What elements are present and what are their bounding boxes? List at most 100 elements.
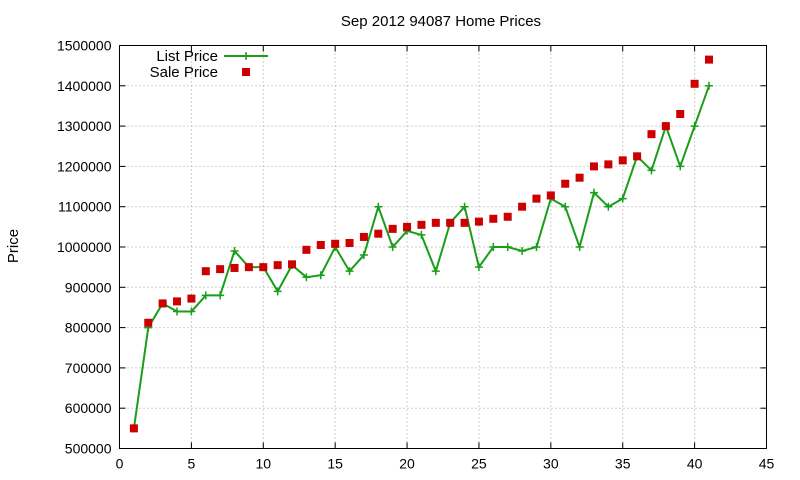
list-price-line [132,85,710,429]
sale-price-point [604,160,613,169]
x-tick-label: 20 [399,456,415,472]
x-tick-label: 15 [327,456,343,472]
sale-price-point [503,212,512,221]
list-price-point [359,251,368,260]
sale-price-point [431,218,440,227]
y-tick-label: 1100000 [58,199,112,215]
sale-price-point [518,202,527,211]
sale-price-point [532,194,541,203]
list-price-point [561,202,570,211]
list-price-point [676,162,685,171]
y-tick-label: 1400000 [57,78,112,94]
sale-price-point [273,261,282,270]
list-price-point [690,122,699,131]
sale-price-point [417,220,426,229]
list-price-point [302,273,311,282]
sale-price-point [331,239,340,248]
sale-price-point [704,55,713,64]
y-tick-label: 1300000 [57,118,112,134]
sale-price-point [216,265,225,274]
sale-price-point [230,263,239,272]
list-price-point [518,247,527,256]
list-price-point [201,291,210,300]
list-price-point [374,202,383,211]
x-tick-label: 25 [471,456,487,472]
series-list-price [129,81,713,433]
sale-price-point [403,222,412,231]
y-tick-label: 800000 [65,320,112,336]
x-tick-label: 0 [116,456,124,472]
list-price-point [489,243,498,251]
y-tick-label: 500000 [65,441,112,457]
sale-price-point [647,130,656,139]
plot-frame [119,45,767,449]
sale-price-point [676,110,685,119]
sale-price-point [201,267,210,276]
series-sale-price [129,55,713,433]
sale-price-point [316,240,325,249]
list-price-point [417,230,426,239]
list-price-point [532,243,541,251]
x-tick-label: 45 [759,456,775,472]
sale-price-point [460,218,469,227]
list-price-point [604,202,613,211]
sale-price-point [474,217,483,226]
list-price-point [173,307,182,316]
sale-price-point [589,162,598,171]
sale-price-point [288,260,297,269]
sale-price-point [359,232,368,241]
x-tick-label: 40 [687,456,703,472]
list-price-point [187,307,196,316]
sale-price-point [345,238,354,247]
list-price-point [575,243,584,251]
sale-price-point [158,299,167,308]
sale-price-point [259,263,268,272]
sale-price-point [374,229,383,238]
sale-price-point [661,122,670,131]
list-price-point [345,267,354,276]
sale-price-point [546,191,555,200]
sale-price-point [144,318,153,327]
sale-price-point [446,218,455,227]
chart-title: Sep 2012 94087 Home Prices [341,13,541,30]
list-price-point [388,243,397,251]
y-tick-label: 700000 [65,360,112,376]
sale-price-point [575,173,584,182]
axes: 0 5 10 15 20 25 30 35 40 45 500000 600000 700000 8000… [57,38,775,472]
legend-swatch-sale-price [242,68,250,76]
sale-price-point [129,424,138,433]
list-price-point [273,287,282,296]
list-price-point [474,263,483,272]
y-tick-label: 600000 [65,400,112,416]
y-axis-label: Price [5,229,22,263]
list-price-point [503,243,512,251]
sale-price-point [302,245,311,254]
list-price-point [704,81,713,90]
list-price-point [230,247,239,256]
y-tick-label: 1200000 [57,158,112,174]
sale-price-point [244,263,253,272]
sale-price-point [489,214,498,223]
sale-price-point [690,79,699,88]
list-price-point [216,291,225,300]
sale-price-point [633,152,642,161]
list-price-point [618,194,627,203]
sale-price-point [618,156,627,165]
y-tick-label: 1500000 [57,38,112,54]
legend-label-list-price: List Price [156,48,218,65]
legend: List Price Sale Price [150,48,268,81]
list-price-point [589,188,598,197]
sale-price-point [561,179,570,188]
y-tick-label: 1000000 [57,239,112,255]
legend-label-sale-price: Sale Price [150,64,218,81]
x-tick-label: 30 [543,456,559,472]
y-tick-label: 900000 [65,279,112,295]
x-tick-label: 5 [187,456,195,472]
list-price-point [316,271,325,280]
sale-price-point [388,224,397,233]
x-tick-label: 35 [615,456,631,472]
list-price-point [431,267,440,276]
x-tick-label: 10 [255,456,271,472]
sale-price-point [187,294,196,303]
